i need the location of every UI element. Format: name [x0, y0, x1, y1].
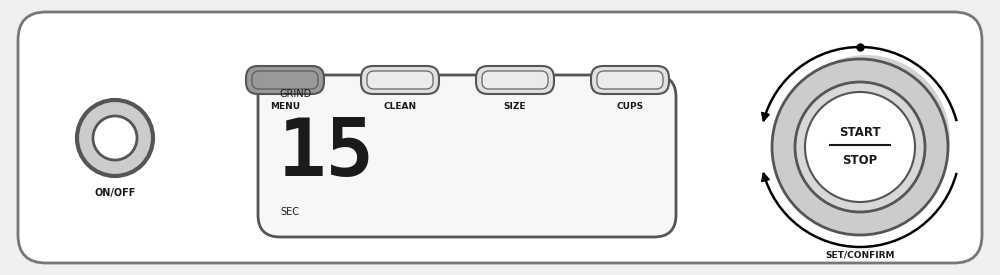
- Text: SET/CONFIRM: SET/CONFIRM: [825, 251, 895, 260]
- Text: GRIND: GRIND: [280, 89, 312, 99]
- Polygon shape: [762, 173, 769, 182]
- Text: START: START: [839, 126, 881, 139]
- FancyBboxPatch shape: [591, 66, 669, 94]
- FancyBboxPatch shape: [482, 71, 548, 89]
- FancyBboxPatch shape: [597, 71, 663, 89]
- Circle shape: [782, 55, 950, 223]
- Circle shape: [93, 116, 137, 160]
- FancyBboxPatch shape: [361, 66, 439, 94]
- FancyBboxPatch shape: [476, 66, 554, 94]
- Circle shape: [77, 100, 153, 176]
- Circle shape: [805, 92, 915, 202]
- FancyBboxPatch shape: [367, 71, 433, 89]
- Text: CLEAN: CLEAN: [383, 102, 417, 111]
- Text: 15: 15: [278, 115, 375, 193]
- FancyBboxPatch shape: [252, 71, 318, 89]
- FancyBboxPatch shape: [258, 75, 676, 237]
- Text: MENU: MENU: [270, 102, 300, 111]
- FancyBboxPatch shape: [18, 12, 982, 263]
- Text: SEC: SEC: [280, 207, 299, 217]
- Text: CUPS: CUPS: [616, 102, 644, 111]
- Text: STOP: STOP: [842, 153, 878, 166]
- Text: ON/OFF: ON/OFF: [94, 188, 136, 198]
- Circle shape: [795, 82, 925, 212]
- FancyBboxPatch shape: [246, 66, 324, 94]
- Polygon shape: [762, 112, 769, 121]
- Text: SIZE: SIZE: [504, 102, 526, 111]
- Circle shape: [772, 59, 948, 235]
